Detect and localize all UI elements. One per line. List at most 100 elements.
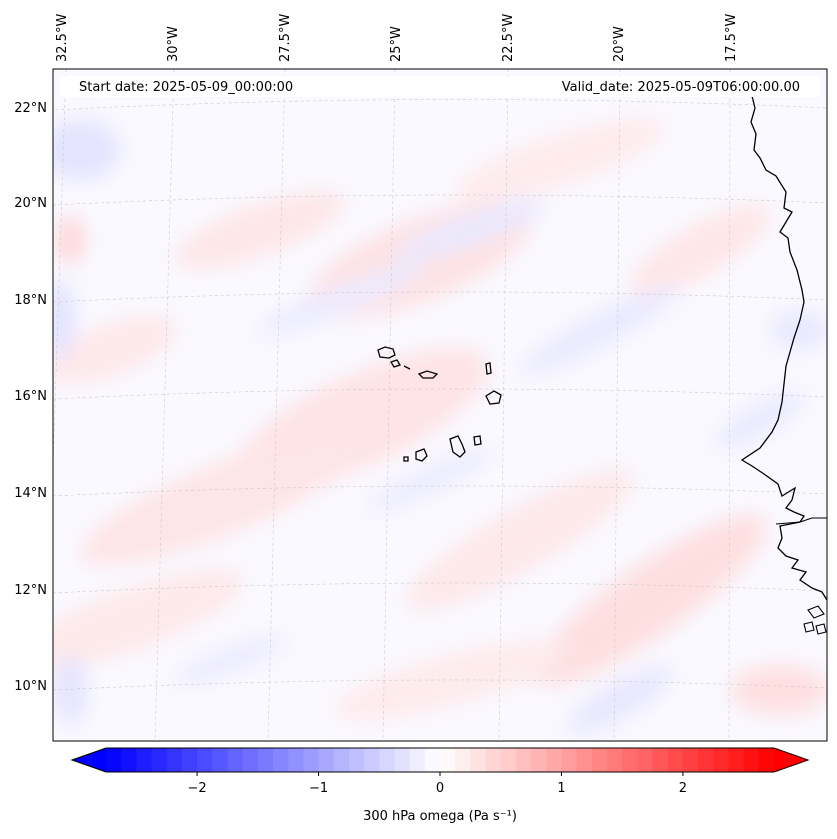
- lat-label: 10°N: [14, 679, 47, 694]
- colorbar-cell: [667, 748, 684, 772]
- gridline-lon: [613, 69, 621, 741]
- colorbar-cell: [257, 748, 274, 772]
- lon-label: 25°W: [389, 26, 404, 62]
- lon-label: 22.5°W: [501, 14, 516, 62]
- colorbar-cell: [318, 748, 335, 772]
- colorbar-cell: [181, 748, 198, 772]
- colorbar-cell: [470, 748, 487, 772]
- colorbar-tick-label: 2: [679, 781, 687, 796]
- colorbar-cell: [531, 748, 547, 772]
- colorbar-cell: [607, 748, 623, 772]
- gridline-lat: [53, 291, 827, 303]
- colorbar-cells: [106, 748, 775, 772]
- colorbar-label: 300 hPa omega (Pa s⁻¹): [363, 809, 517, 824]
- lat-label: 14°N: [14, 486, 47, 501]
- colorbar-cell: [121, 748, 137, 772]
- gridline-lat: [54, 99, 827, 111]
- island-maio: [473, 435, 482, 446]
- island-santo-antao: [377, 346, 396, 359]
- longitude-labels: 32.5°W 30°W 27.5°W 25°W 22.5°W 20°W 17.5…: [55, 14, 739, 62]
- gridline-lat: [53, 485, 827, 497]
- senegal-gambia-coast-detail: [775, 517, 827, 525]
- colorbar-tick-label: −1: [309, 781, 328, 796]
- colorbar-cell: [682, 748, 699, 772]
- colorbar-cell: [288, 748, 304, 772]
- island-fogo: [415, 448, 428, 462]
- colorbar-cell: [394, 748, 411, 772]
- guinea-bissau-islands: [803, 605, 827, 635]
- map-frame: [52, 68, 828, 742]
- gridline-lon: [267, 69, 286, 741]
- colorbar-cell: [758, 748, 775, 772]
- gridline-lon: [382, 69, 396, 741]
- colorbar-cell: [364, 748, 380, 772]
- colorbar-cell: [561, 748, 578, 772]
- colorbar-tick-label: 1: [557, 781, 565, 796]
- colorbar-cell: [379, 748, 396, 772]
- gridline-lon: [728, 69, 731, 741]
- island-sao-nicolau: [417, 370, 439, 379]
- colorbar-extend-low: [72, 748, 106, 772]
- colorbar-cell: [637, 748, 654, 772]
- colorbar-tick-label: 0: [436, 781, 444, 796]
- gridline-lon: [154, 69, 175, 741]
- lon-label: 27.5°W: [278, 14, 293, 62]
- colorbar-cell: [242, 748, 259, 772]
- colorbar-cell: [136, 748, 153, 772]
- gridline-lat: [53, 679, 827, 691]
- colorbar-tick-label: −2: [188, 781, 207, 796]
- colorbar-cell: [273, 748, 289, 772]
- gridline-lon: [498, 69, 509, 741]
- header-box: [60, 76, 820, 97]
- island-boa-vista: [485, 390, 502, 405]
- gridline-lat: [53, 582, 827, 594]
- west-africa-coastline: [740, 95, 827, 601]
- colorbar-cell: [166, 748, 183, 772]
- colorbar-cell: [409, 748, 426, 772]
- colorbar-cell: [227, 748, 244, 772]
- cape-verde-islands: [377, 346, 502, 462]
- colorbar-cell: [212, 748, 229, 772]
- gridline-lat: [53, 194, 827, 206]
- island-sal: [485, 362, 492, 375]
- lat-label: 16°N: [14, 389, 47, 404]
- lon-label: 17.5°W: [724, 14, 739, 62]
- colorbar-cell: [500, 748, 517, 772]
- valid-date-label: Valid_date: 2025-05-09T06:00:00.00: [562, 80, 800, 95]
- lat-label: 22°N: [14, 101, 47, 116]
- lat-label: 12°N: [14, 583, 47, 598]
- island-santiago: [449, 435, 466, 458]
- colorbar-cell: [440, 748, 456, 772]
- colorbar-cell: [151, 748, 168, 772]
- gridline-lat: [53, 388, 827, 400]
- colorbar-cell: [728, 748, 745, 772]
- lat-label: 20°N: [14, 196, 47, 211]
- colorbar-cell: [106, 748, 122, 772]
- colorbar-cell: [303, 748, 320, 772]
- lon-label: 30°W: [166, 26, 181, 62]
- colorbar-cell: [591, 748, 608, 772]
- colorbar-cell: [622, 748, 638, 772]
- colorbar-cell: [713, 748, 730, 772]
- lat-label: 18°N: [14, 293, 47, 308]
- lon-label: 32.5°W: [55, 14, 70, 62]
- map-panel: [52, 68, 828, 742]
- graticule: [53, 69, 827, 741]
- gridline-lon: [53, 69, 67, 476]
- colorbar-outline: [70, 747, 810, 773]
- island-brava: [403, 456, 409, 462]
- colorbar-extend-high: [774, 748, 808, 772]
- lon-label: 20°W: [612, 26, 627, 62]
- colorbar-cell: [698, 748, 714, 772]
- colorbar-cell: [455, 748, 471, 772]
- colorbar: −2 −1 0 1 2: [70, 747, 810, 796]
- colorbar-cell: [652, 748, 669, 772]
- latitude-labels: 22°N 20°N 18°N 16°N 14°N 12°N 10°N: [14, 101, 47, 694]
- colorbar-cell: [424, 748, 441, 772]
- colorbar-cell: [333, 748, 350, 772]
- start-date-label: Start date: 2025-05-09_00:00:00: [79, 80, 293, 95]
- island-sao-vicente: [390, 359, 401, 368]
- island-santa-luzia: [403, 365, 411, 370]
- colorbar-cell: [546, 748, 563, 772]
